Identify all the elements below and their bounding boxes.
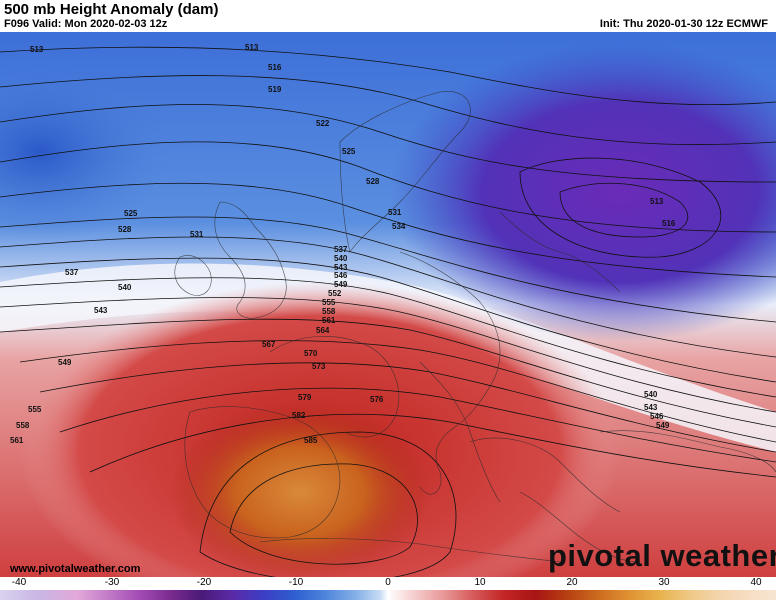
colorbar-tick: -10 <box>288 577 304 588</box>
contour-label: 528 <box>366 177 380 186</box>
contour-label: 531 <box>388 208 402 217</box>
colorbar-tick: 10 <box>474 577 486 588</box>
header: 500 mb Height Anomaly (dam) F096 Valid: … <box>0 0 776 32</box>
contour-label: 534 <box>392 222 406 231</box>
contour-label: 525 <box>124 209 138 218</box>
colorbar-tick: 40 <box>750 577 762 588</box>
contour-label: 561 <box>322 316 336 325</box>
contour-label: 519 <box>268 85 282 94</box>
contour-label: 570 <box>304 349 318 358</box>
contour-label: 513 <box>650 197 664 206</box>
brand-logo: pivotal weather <box>548 538 776 573</box>
contour-label: 555 <box>28 405 42 414</box>
contour-label: 543 <box>644 403 658 412</box>
contour-labels: 513 513 516 519 522 525 528 531 534 537 … <box>10 43 676 445</box>
contour-label: 513 <box>245 43 259 52</box>
colorbar: -40 -30 -20 -10 0 10 20 30 40 <box>0 577 776 600</box>
contour-label: 531 <box>190 230 204 239</box>
contour-label: 558 <box>16 421 30 430</box>
contour-label: 561 <box>10 436 24 445</box>
contour-label: 573 <box>312 362 326 371</box>
contour-label: 546 <box>334 271 348 280</box>
colorbar-tick: 0 <box>385 577 391 588</box>
contour-label: 582 <box>292 411 306 420</box>
colorbar-tick: 20 <box>566 577 578 588</box>
colorbar-tick: -20 <box>196 577 212 588</box>
contour-label: 528 <box>118 225 132 234</box>
valid-time: F096 Valid: Mon 2020-02-03 12z <box>4 18 168 30</box>
coastlines <box>174 91 776 563</box>
contour-label: 549 <box>334 280 348 289</box>
page-title: 500 mb Height Anomaly (dam) <box>4 1 219 18</box>
website-label: www.pivotalweather.com <box>10 563 141 575</box>
init-time: Init: Thu 2020-01-30 12z ECMWF <box>599 18 768 30</box>
contour-label: 540 <box>118 283 132 292</box>
colorbar-tick: -40 <box>11 577 27 588</box>
map-canvas: 513 513 516 519 522 525 528 531 534 537 … <box>0 32 776 577</box>
colorbar-strip <box>0 590 776 600</box>
contour-label: 579 <box>298 393 312 402</box>
contour-label: 576 <box>370 395 384 404</box>
anomaly-map: 513 513 516 519 522 525 528 531 534 537 … <box>0 32 776 577</box>
contour-label: 549 <box>656 421 670 430</box>
contour-label: 522 <box>316 119 330 128</box>
contour-label: 540 <box>644 390 658 399</box>
contour-label: 516 <box>268 63 282 72</box>
contour-label: 564 <box>316 326 330 335</box>
contour-label: 513 <box>30 45 44 54</box>
contour-label: 537 <box>334 245 348 254</box>
contour-label: 558 <box>322 307 336 316</box>
contour-label: 540 <box>334 254 348 263</box>
height-contours <box>0 46 776 577</box>
contour-label: 552 <box>328 289 342 298</box>
contour-label: 543 <box>334 263 348 272</box>
contour-label: 549 <box>58 358 72 367</box>
contour-label: 543 <box>94 306 108 315</box>
colorbar-ticks: -40 -30 -20 -10 0 10 20 30 40 <box>0 577 776 589</box>
colorbar-tick: -30 <box>104 577 120 588</box>
contour-label: 567 <box>262 340 276 349</box>
strong-negative-anomaly <box>390 42 776 342</box>
contour-label: 585 <box>304 436 318 445</box>
contour-label: 516 <box>662 219 676 228</box>
contour-label: 537 <box>65 268 79 277</box>
contour-label: 525 <box>342 147 356 156</box>
contour-label: 546 <box>650 412 664 421</box>
contour-label: 555 <box>322 298 336 307</box>
colorbar-tick: 30 <box>658 577 670 588</box>
strong-positive-anomaly <box>170 402 430 577</box>
